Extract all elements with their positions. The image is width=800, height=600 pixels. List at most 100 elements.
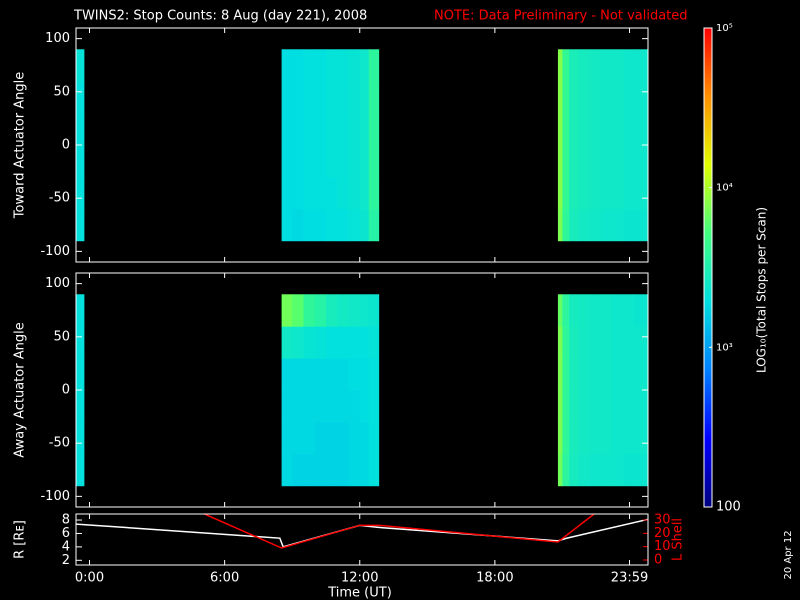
y-tick-label: -100 (40, 489, 70, 504)
heatmap-cell (569, 145, 579, 178)
heatmap-cell (569, 49, 579, 82)
colorbar (703, 27, 713, 508)
heatmap-cell (76, 208, 85, 242)
panel (76, 49, 648, 242)
heatmap-cell (337, 49, 349, 82)
heatmap-cell (303, 113, 316, 146)
y-tick-label: 2 (62, 553, 70, 568)
heatmap-cell (623, 453, 635, 487)
heatmap-cell (589, 49, 602, 82)
heatmap-cell (337, 208, 349, 242)
colorbar-tick-label: 10³ (716, 342, 733, 353)
heatmap-cell (368, 145, 380, 178)
heatmap-cell (368, 176, 380, 210)
heatmap-cell (359, 453, 370, 487)
heatmap-cell (325, 49, 338, 82)
y-tick-label: -50 (49, 191, 70, 206)
heatmap-cell (611, 113, 624, 146)
heatmap-cell (325, 390, 338, 423)
y-tick-label: -50 (49, 436, 70, 451)
heatmap-cell (314, 421, 327, 455)
heatmap-cell (348, 176, 361, 210)
heatmap-cell (368, 421, 380, 455)
heatmap-cell (600, 176, 613, 210)
heatmap-cell (562, 294, 570, 327)
heatmap-cell (578, 326, 590, 359)
heatmap-cell (578, 176, 590, 210)
heatmap-cell (623, 390, 635, 423)
heatmap-cell (292, 421, 304, 455)
heatmap-cell (76, 390, 85, 423)
heatmap-cell (359, 421, 370, 455)
x-tick-label: 0:00 (75, 571, 104, 586)
heatmap-cell (623, 421, 635, 455)
heatmap-cell (634, 421, 648, 455)
heatmap-cell (303, 326, 316, 359)
y-axis-label: Away Actuator Angle (13, 322, 28, 457)
heatmap-cell (600, 81, 613, 114)
heatmap-cell (314, 358, 327, 391)
y-tick-label: -100 (40, 244, 70, 259)
heatmap-cell (611, 49, 624, 82)
heatmap-cell (292, 145, 304, 178)
heatmap-cell (611, 294, 624, 327)
y-tick-label: 8 (62, 513, 70, 528)
heatmap-cell (611, 453, 624, 487)
heatmap-cell (325, 145, 338, 178)
x-tick-label: 6:00 (210, 571, 239, 586)
heatmap-cell (348, 113, 361, 146)
heatmap-cell (562, 145, 570, 178)
heatmap-cell (281, 421, 293, 455)
heatmap-cell (578, 49, 590, 82)
heatmap-cell (281, 294, 293, 327)
heatmap-cell (569, 208, 579, 242)
heatmap-cell (76, 453, 85, 487)
heatmap-cell (337, 326, 349, 359)
heatmap-cell (569, 81, 579, 114)
heatmap-cell (314, 176, 327, 210)
date-stamp: 20 Apr 12 (783, 530, 794, 579)
heatmap-cell (303, 294, 316, 327)
y-tick-label: 100 (45, 31, 70, 46)
heatmap-cell (600, 145, 613, 178)
heatmap-cell (557, 453, 563, 487)
heatmap-cell (578, 390, 590, 423)
heatmap-cell (600, 390, 613, 423)
heatmap-cell (281, 453, 293, 487)
heatmap-cell (562, 81, 570, 114)
heatmap-cell (359, 145, 370, 178)
heatmap-cell (368, 326, 380, 359)
heatmap-cell (562, 176, 570, 210)
heatmap-cell (314, 390, 327, 423)
y-tick-label: 0 (62, 138, 70, 153)
heatmap-cell (325, 113, 338, 146)
heatmap-cell (348, 294, 361, 327)
heatmap-cell (557, 81, 563, 114)
heatmap-cell (623, 326, 635, 359)
heatmap-cell (623, 145, 635, 178)
y-tick-label: 100 (45, 276, 70, 291)
heatmap-cell (368, 208, 380, 242)
y-tick-label: 0 (62, 383, 70, 398)
heatmap-cell (325, 326, 338, 359)
heatmap-cell (359, 326, 370, 359)
heatmap-cell (348, 358, 361, 391)
heatmap-cell (348, 81, 361, 114)
heatmap-cell (281, 49, 293, 82)
heatmap-cell (292, 390, 304, 423)
heatmap-cell (634, 326, 648, 359)
heatmap-cell (600, 421, 613, 455)
heatmap-cell (292, 113, 304, 146)
line (76, 518, 648, 548)
heatmap-cell (337, 294, 349, 327)
heatmap-cell (314, 294, 327, 327)
heatmap-cell (623, 113, 635, 146)
heatmap-cell (303, 453, 316, 487)
heatmap-cell (578, 208, 590, 242)
heatmap-cell (314, 113, 327, 146)
heatmap-cell (623, 294, 635, 327)
panel (76, 294, 648, 487)
heatmap-cell (611, 208, 624, 242)
heatmap-cell (578, 113, 590, 146)
